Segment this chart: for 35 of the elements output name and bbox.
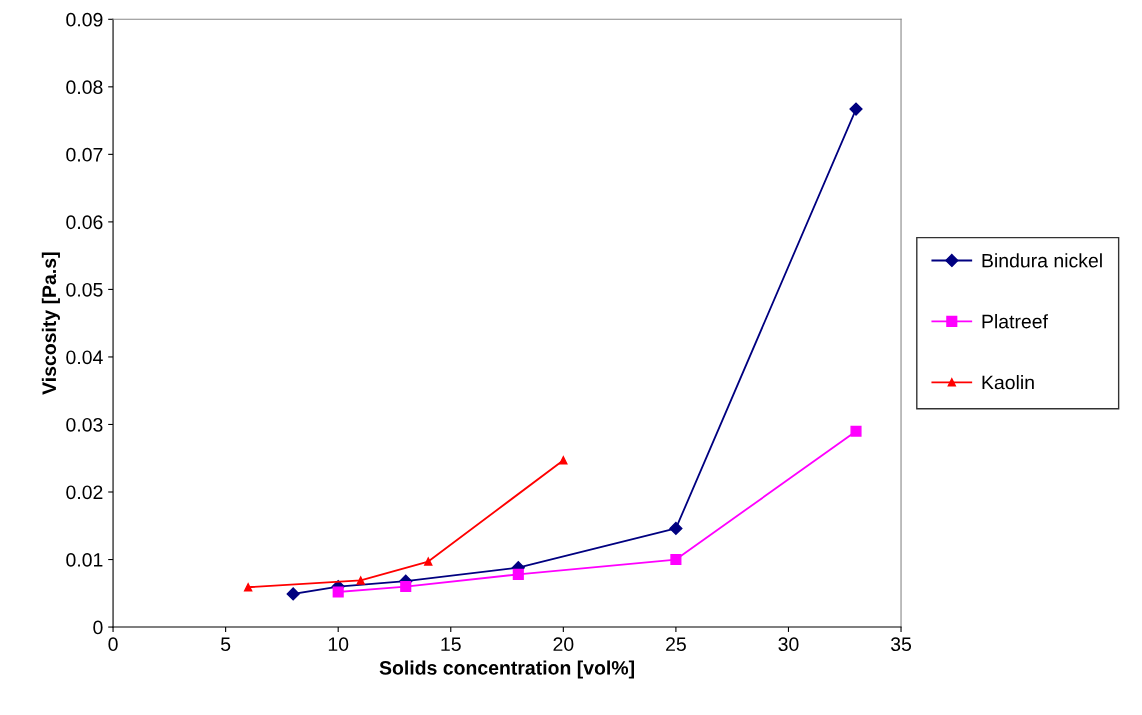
x-tick-label: 30 xyxy=(778,637,799,652)
point xyxy=(669,521,683,536)
x-tick-label: 20 xyxy=(553,637,574,652)
point xyxy=(332,586,344,598)
point xyxy=(559,456,568,465)
x-tick-label: 25 xyxy=(666,637,686,652)
point xyxy=(286,587,300,601)
x-tick-label: 5 xyxy=(221,637,231,652)
point xyxy=(670,553,682,566)
y-tick-label: 0.02 xyxy=(66,485,103,500)
point xyxy=(849,102,863,116)
x-axis-title: Solids concentration [vol%] xyxy=(379,660,634,679)
y-tick-label: 0.04 xyxy=(66,350,103,365)
point xyxy=(850,425,862,437)
y-axis-title: Viscosity [Pa.s] xyxy=(41,252,60,395)
legend-label: Bindura nickel xyxy=(982,253,1102,268)
x-tick-label: 10 xyxy=(328,637,349,652)
x-tick-label: 35 xyxy=(890,637,912,652)
y-tick-label: 0.05 xyxy=(66,282,103,297)
y-tick-label: 0.07 xyxy=(66,147,103,162)
x-tick-label: 0 xyxy=(108,637,118,652)
legend-label: Platreef xyxy=(982,314,1049,329)
x-tick-label: 15 xyxy=(441,637,461,652)
y-tick-label: 0.08 xyxy=(66,80,103,95)
y-tick-label: 0.03 xyxy=(66,417,103,432)
y-tick-label: 0.06 xyxy=(66,215,103,230)
y-tick-label: 0.09 xyxy=(66,12,103,27)
legend-label: Kaolin xyxy=(982,375,1034,390)
point xyxy=(424,557,433,566)
y-tick-label: 0.01 xyxy=(66,553,103,567)
point xyxy=(512,568,524,580)
y-tick-label: 0 xyxy=(93,620,103,635)
point xyxy=(400,580,412,593)
point xyxy=(356,576,365,585)
point xyxy=(243,583,253,592)
